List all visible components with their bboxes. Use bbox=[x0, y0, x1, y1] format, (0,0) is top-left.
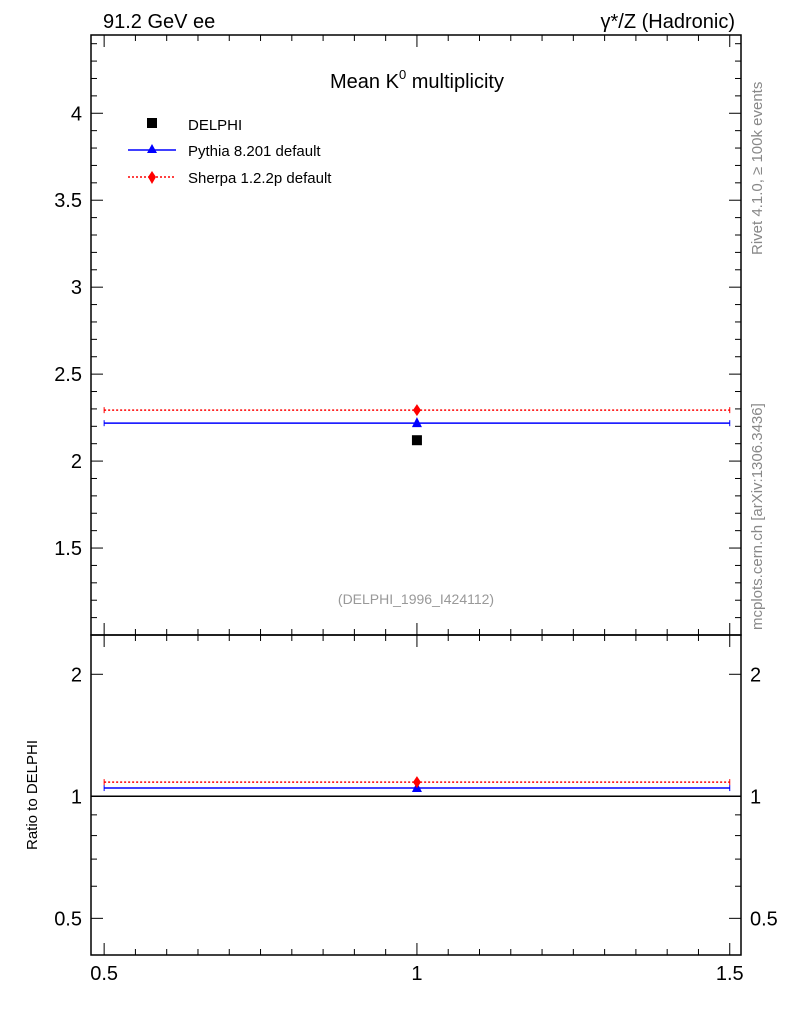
legend-marker-sherpa bbox=[148, 171, 156, 184]
legend-label-delphi: DELPHI bbox=[188, 117, 242, 134]
ratio-ylabel: Ratio to DELPHI bbox=[24, 740, 41, 850]
y-tick-label: 2 bbox=[71, 451, 82, 473]
rivet-label: Rivet 4.1.0, ≥ 100k events bbox=[749, 82, 766, 255]
y-tick-label: 3 bbox=[71, 277, 82, 299]
ratio-y-tick-label-right: 0.5 bbox=[750, 908, 778, 930]
y-tick-label: 2.5 bbox=[54, 364, 82, 386]
header-right: γ*/Z (Hadronic) bbox=[601, 11, 735, 33]
header-left: 91.2 GeV ee bbox=[103, 11, 215, 33]
mcplots-label: mcplots.cern.ch [arXiv:1306.3436] bbox=[749, 403, 766, 630]
legend-marker-delphi bbox=[147, 118, 157, 128]
x-tick-label: 1.5 bbox=[716, 963, 744, 985]
analysis-annotation: (DELPHI_1996_I424112) bbox=[338, 591, 494, 607]
y-tick-label: 1.5 bbox=[54, 538, 82, 560]
ratio-y-tick-label-right: 1 bbox=[750, 786, 761, 808]
legend-label-sherpa: Sherpa 1.2.2p default bbox=[188, 170, 332, 187]
ratio-y-tick-label: 0.5 bbox=[54, 908, 82, 930]
ratio-frame bbox=[90, 634, 742, 956]
plot-title: Mean K0 multiplicity bbox=[330, 67, 504, 93]
sherpa-point bbox=[412, 404, 421, 417]
legend-label-pythia: Pythia 8.201 default bbox=[188, 143, 321, 160]
ratio-y-tick-label: 2 bbox=[71, 664, 82, 686]
legend: DELPHI Pythia 8.201 default Sherpa 1.2.2… bbox=[128, 117, 332, 187]
pythia-point bbox=[411, 417, 422, 428]
ratio-y-tick-label-right: 2 bbox=[750, 664, 761, 686]
x-tick-label: 1 bbox=[411, 963, 422, 985]
y-tick-label: 4 bbox=[71, 103, 82, 125]
y-tick-label: 3.5 bbox=[54, 190, 82, 212]
ratio-y-tick-label: 1 bbox=[71, 786, 82, 808]
ratio-sherpa-point bbox=[412, 776, 421, 789]
x-tick-label: 0.5 bbox=[90, 963, 118, 985]
legend-marker-pythia bbox=[147, 144, 157, 153]
delphi-point bbox=[411, 435, 422, 446]
